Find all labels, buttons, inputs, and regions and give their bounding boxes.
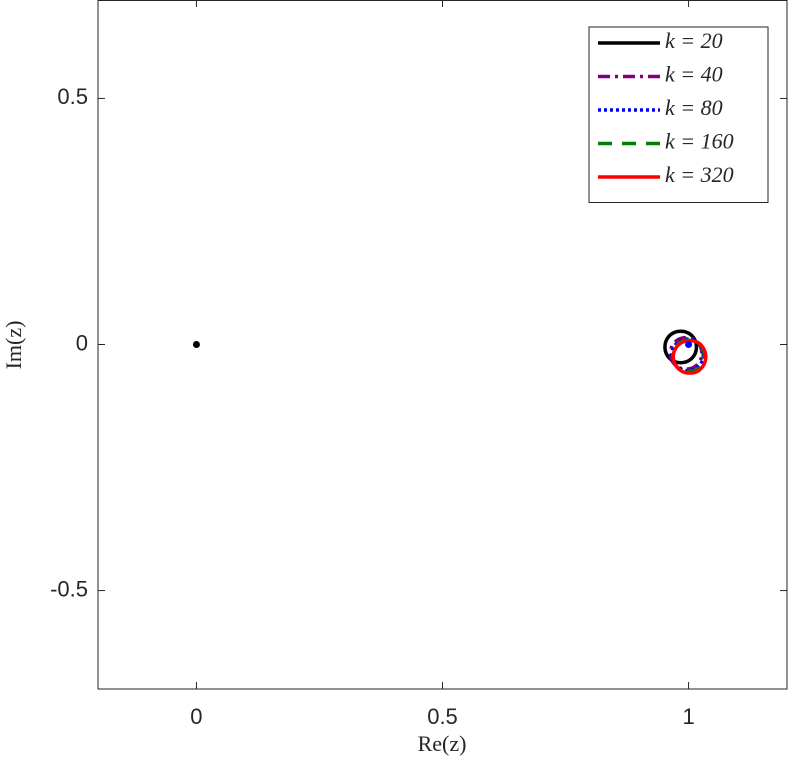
legend-label: k = 20 (665, 28, 723, 53)
y-tick-label: 0.5 (57, 84, 88, 109)
x-tick-label: 0.5 (427, 704, 458, 729)
y-tick-label: -0.5 (50, 576, 88, 601)
y-tick-label: 0 (76, 330, 88, 355)
x-tick-label: 1 (682, 704, 694, 729)
x-axis-label: Re(z) (418, 731, 467, 756)
legend-label: k = 40 (665, 62, 723, 87)
x-tick-label: 0 (190, 704, 202, 729)
series-curve (671, 338, 708, 375)
legend-box (588, 26, 769, 203)
series-curve (663, 329, 699, 365)
y-axis-label: Im(z) (1, 321, 26, 370)
point (192, 341, 200, 348)
series-curve (668, 335, 704, 371)
point (685, 341, 693, 348)
legend-label: k = 160 (665, 129, 734, 154)
legend-label: k = 80 (665, 95, 723, 120)
legend-label: k = 320 (665, 162, 734, 187)
